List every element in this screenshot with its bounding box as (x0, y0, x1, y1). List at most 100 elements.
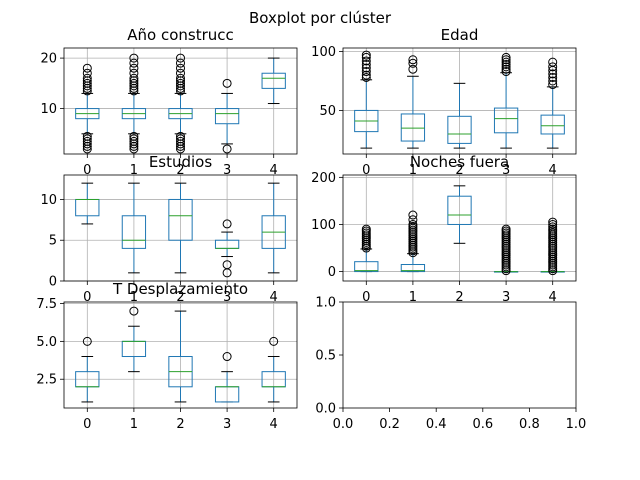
box-group-2 (447, 185, 472, 244)
box-group-0 (75, 336, 100, 403)
outlier-point (129, 78, 139, 88)
outlier-point (408, 215, 418, 225)
outlier-point (501, 59, 511, 69)
outlier-point (548, 80, 558, 90)
outlier-point (176, 134, 185, 144)
x-tick-label: 2 (455, 163, 463, 178)
outlier-point (222, 78, 232, 88)
x-tick-label: 4 (270, 290, 278, 305)
iqr-box (400, 113, 426, 142)
x-tick-label: 1 (130, 417, 138, 432)
x-tick-label: 2 (176, 417, 184, 432)
x-tick-label: 1 (130, 163, 138, 178)
outlier-point (82, 78, 92, 88)
outlier-point (501, 224, 511, 234)
outlier-point (176, 136, 185, 146)
box-group-4 (261, 182, 286, 274)
outlier-point (269, 336, 279, 346)
box-group-4 (261, 57, 286, 105)
outlier-point (408, 58, 418, 68)
iqr-box (400, 264, 426, 273)
x-tick-label: 0.6 (472, 417, 493, 432)
box-group-0 (75, 63, 100, 154)
x-tick-label: 0 (83, 417, 91, 432)
outlier-point (82, 63, 92, 73)
outlier-point (129, 68, 139, 78)
outlier-point (129, 63, 139, 73)
y-tick-label: 0 (49, 275, 57, 290)
box-group-1 (121, 182, 147, 274)
outlier-point (408, 219, 418, 229)
x-tick-label: 1 (130, 290, 138, 305)
x-tick-label: 4 (549, 163, 557, 178)
outlier-point (361, 72, 371, 82)
outlier-point (176, 58, 185, 68)
box-group-1 (400, 210, 426, 273)
box-group-1 (121, 306, 147, 373)
axes-frame (342, 47, 577, 155)
outlier-point (408, 64, 418, 74)
box-group-2 (168, 310, 193, 403)
outlier-point (548, 222, 558, 232)
outlier-point (548, 219, 558, 229)
y-tick-label: 0 (328, 265, 336, 280)
figure-suptitle: Boxplot por clúster (249, 9, 392, 27)
x-tick-label: 3 (223, 163, 231, 178)
outlier-point (361, 52, 371, 62)
outlier-point (176, 68, 185, 78)
iqr-box (493, 107, 519, 134)
outlier-point (176, 73, 185, 83)
box-group-0 (354, 224, 379, 273)
subplot-title: Edad (441, 26, 479, 44)
iqr-box (121, 215, 147, 249)
subplot-title: Noches fuera (410, 153, 509, 171)
x-tick-label: 2 (176, 163, 184, 178)
iqr-box (447, 115, 472, 144)
x-tick-label: 3 (223, 290, 231, 305)
y-tick-label: 10 (40, 193, 57, 208)
outlier-point (129, 134, 139, 144)
subplot-title: Estudios (149, 153, 213, 171)
outlier-point (129, 73, 139, 83)
box-group-4 (261, 336, 286, 403)
iqr-box (261, 72, 286, 89)
outlier-point (222, 352, 232, 362)
box-group-3 (493, 224, 519, 276)
axes-frame (342, 174, 577, 282)
outlier-point (501, 52, 511, 62)
iqr-box (540, 114, 565, 135)
subplot-1: 0 1 2 3 4 50 100 Edad (311, 26, 577, 178)
outlier-point (82, 68, 92, 78)
y-tick-label: 0.5 (315, 349, 336, 364)
x-tick-label: 0 (83, 163, 91, 178)
outlier-point (361, 59, 371, 69)
outlier-point (222, 219, 232, 229)
x-tick-label: 0 (362, 163, 370, 178)
box-group-0 (75, 182, 100, 225)
x-tick-label: 1 (409, 163, 417, 178)
box-group-3 (214, 219, 240, 278)
axes-frame (342, 301, 577, 409)
outlier-point (129, 53, 139, 63)
outlier-point (361, 56, 371, 66)
x-tick-label: 4 (549, 290, 557, 305)
subplot-3: 0 1 2 3 4 0 100 200 Noches fuera (311, 153, 577, 305)
outlier-point (176, 131, 185, 141)
box-group-2 (168, 182, 193, 274)
outlier-point (548, 69, 558, 79)
y-tick-label: 5 (49, 234, 57, 249)
x-tick-label: 3 (502, 290, 510, 305)
x-tick-label: 4 (270, 163, 278, 178)
outlier-point (501, 55, 511, 65)
box-group-4 (540, 217, 565, 276)
x-tick-label: 1.0 (566, 417, 587, 432)
outlier-point (222, 260, 232, 270)
subplot-4: 0 1 2 3 4 2.5 5.0 7.5 T Desplazamiento (36, 280, 298, 432)
box-group-2 (168, 53, 193, 154)
box-group-0 (354, 50, 379, 149)
outlier-point (408, 55, 418, 65)
y-tick-label: 100 (311, 45, 336, 60)
outlier-point (176, 63, 185, 73)
outlier-point (129, 58, 139, 68)
x-tick-label: 0 (83, 290, 91, 305)
